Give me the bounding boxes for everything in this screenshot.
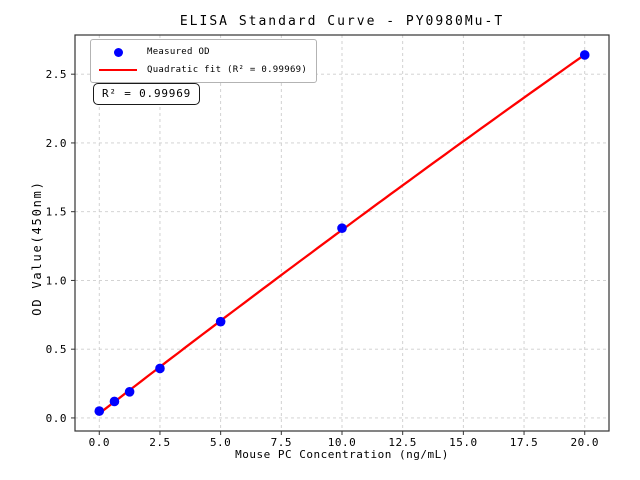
legend-item-quadratic-fit: Quadratic fit (R² = 0.99969) <box>98 63 307 77</box>
y-tick-label: 0.5 <box>46 343 67 356</box>
x-axis-label: Mouse PC Concentration (ng/mL) <box>235 448 449 461</box>
x-tick-label: 0.0 <box>89 436 110 449</box>
data-point <box>579 50 590 60</box>
legend-item-measured-od: Measured OD <box>98 45 307 59</box>
legend-handle <box>98 68 138 72</box>
y-tick-label: 1.5 <box>46 206 67 219</box>
legend-label-quadratic-fit: Quadratic fit (R² = 0.99969) <box>147 65 308 75</box>
y-tick-label: 1.0 <box>46 274 67 287</box>
x-tick-label: 2.5 <box>149 436 170 449</box>
data-point <box>124 387 135 397</box>
y-tick-label: 2.5 <box>46 68 67 81</box>
data-point <box>155 363 165 374</box>
data-point <box>94 406 105 416</box>
x-tick-label: 20.0 <box>570 436 599 449</box>
legend-label-measured-od: Measured OD <box>147 47 210 57</box>
y-axis-label: OD Value(450nm) <box>30 180 44 316</box>
y-tick-label: 0.0 <box>46 412 67 425</box>
y-tick-label: 2.0 <box>46 137 67 150</box>
chart-title: ELISA Standard Curve - PY0980Mu-T <box>179 14 505 29</box>
scatter-marker-icon <box>113 47 123 57</box>
x-tick-label: 7.5 <box>271 436 292 449</box>
x-tick-label: 15.0 <box>449 436 478 449</box>
x-tick-label: 17.5 <box>510 436 539 449</box>
legend: Measured OD Quadratic fit (R² = 0.99969) <box>90 39 318 83</box>
fit-line-icon <box>99 68 137 72</box>
x-tick-label: 12.5 <box>388 436 417 449</box>
x-tick-label: 10.0 <box>328 436 357 449</box>
data-point <box>215 316 226 327</box>
x-tick-label: 5.0 <box>210 436 231 449</box>
data-point <box>337 223 347 233</box>
data-point <box>109 396 120 407</box>
legend-handle <box>98 47 138 57</box>
r-squared-annotation: R² = 0.99969 <box>93 83 201 105</box>
